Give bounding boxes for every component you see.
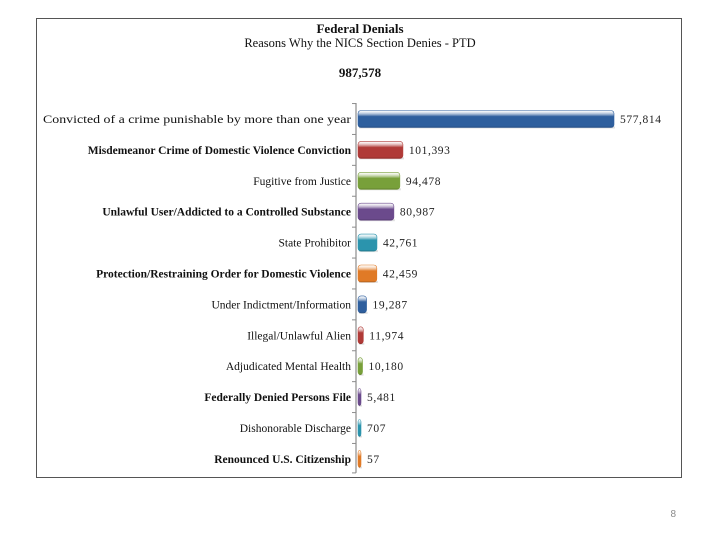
bar <box>357 233 378 252</box>
bar <box>357 141 404 159</box>
bar <box>357 326 364 345</box>
bar-shadow <box>359 373 364 376</box>
category-label: Dishonorable Discharge <box>240 423 351 435</box>
category-label: State Prohibitor <box>278 238 351 250</box>
bar <box>357 357 363 376</box>
bar <box>357 388 362 406</box>
value-label: 5,481 <box>367 392 396 404</box>
value-label: 42,459 <box>383 269 418 281</box>
value-label: 42,761 <box>383 238 418 250</box>
bar-shadow <box>359 342 365 345</box>
bar-shadow <box>359 188 401 191</box>
chart-container: Federal Denials Reasons Why the NICS Sec… <box>36 18 682 478</box>
bar <box>357 450 362 468</box>
value-label: 19,287 <box>373 299 408 311</box>
page-number: 8 <box>670 509 676 520</box>
value-label: 57 <box>367 454 380 466</box>
chart-subtitle: Reasons Why the NICS Section Denies - PT… <box>244 36 476 50</box>
category-label: Convicted of a crime punishable by more … <box>43 114 351 126</box>
category-label: Under Indictment/Information <box>211 299 351 311</box>
value-label: 101,393 <box>409 145 451 157</box>
value-label: 10,180 <box>369 361 404 373</box>
category-label: Illegal/Unlawful Alien <box>247 330 351 342</box>
value-label: 577,814 <box>620 114 662 126</box>
bar <box>357 202 395 221</box>
category-label: Adjudicated Mental Health <box>226 361 351 373</box>
bar <box>357 110 615 128</box>
category-label: Federally Denied Persons File <box>204 392 351 404</box>
value-label: 707 <box>367 423 386 435</box>
bar-shadow <box>359 435 362 438</box>
chart-title: Federal Denials <box>316 21 404 36</box>
bar <box>357 172 401 190</box>
bar-shadow <box>359 466 362 469</box>
category-label: Protection/Restraining Order for Domesti… <box>96 269 351 281</box>
bar-shadow <box>359 311 368 314</box>
category-label: Fugitive from Justice <box>253 176 351 188</box>
bar-shadow <box>359 219 395 222</box>
value-label: 80,987 <box>400 207 435 219</box>
bar-chart-plot: Convicted of a crime punishable by more … <box>43 103 662 474</box>
bar <box>357 264 378 283</box>
bar-shadow <box>359 404 362 407</box>
category-label: Unlawful User/Addicted to a Controlled S… <box>102 207 351 219</box>
value-label: 11,974 <box>369 330 404 342</box>
bar-shadow <box>359 157 404 160</box>
category-label: Misdemeanor Crime of Domestic Violence C… <box>88 145 352 157</box>
bar-shadow <box>359 126 615 129</box>
value-label: 94,478 <box>406 176 441 188</box>
bar-shadow <box>359 250 378 253</box>
total-denials: 987,578 <box>338 65 382 80</box>
bar <box>357 295 367 314</box>
bar-shadow <box>359 281 378 283</box>
bar <box>357 419 362 437</box>
category-label: Renounced U.S. Citizenship <box>214 454 351 466</box>
